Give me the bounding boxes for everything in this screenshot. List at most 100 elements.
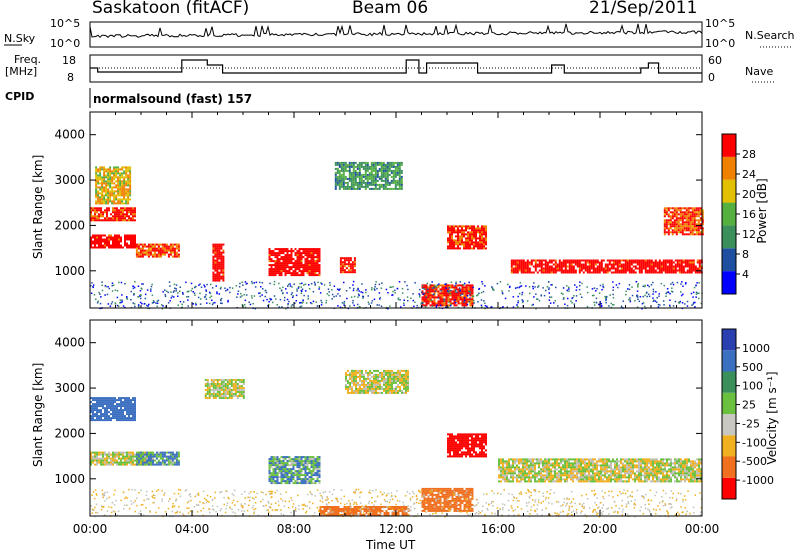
heatmap-cell xyxy=(471,233,473,236)
heatmap-cell xyxy=(175,284,178,286)
heatmap-cell xyxy=(455,282,457,285)
heatmap-cell xyxy=(455,235,457,238)
heatmap-cell xyxy=(349,371,351,374)
heatmap-cell xyxy=(127,194,130,197)
heatmap-cell xyxy=(300,460,303,463)
heatmap-cell xyxy=(557,305,559,307)
heatmap-cell xyxy=(102,407,104,410)
heatmap-cell xyxy=(600,305,603,307)
heatmap-cell xyxy=(120,236,122,239)
heatmap-cell xyxy=(106,401,108,404)
heatmap-cell xyxy=(118,417,120,420)
heatmap-cell xyxy=(156,300,158,303)
heatmap-cell xyxy=(112,411,114,414)
heatmap-cell xyxy=(602,285,604,288)
heatmap-cell xyxy=(103,198,106,201)
heatmap-cell xyxy=(348,169,351,172)
heatmap-cell xyxy=(367,389,369,392)
heatmap-cell xyxy=(210,283,212,286)
heatmap-cell xyxy=(126,461,128,464)
heatmap-cell xyxy=(371,383,373,386)
heatmap-cell xyxy=(362,179,365,182)
heatmap-cell xyxy=(116,244,118,247)
heatmap-cell xyxy=(668,261,671,264)
heatmap-cell xyxy=(389,286,391,288)
heatmap-cell xyxy=(394,187,397,190)
heatmap-cell xyxy=(139,451,142,454)
heatmap-cell xyxy=(104,409,106,412)
heatmap-cell xyxy=(268,256,271,259)
heatmap-cell xyxy=(380,179,383,182)
heatmap-cell xyxy=(608,305,610,307)
heatmap-cell xyxy=(675,233,678,236)
heatmap-cell xyxy=(216,245,219,248)
heatmap-cell xyxy=(425,296,427,298)
heatmap-cell xyxy=(365,387,367,390)
heatmap-cell xyxy=(662,265,665,268)
heatmap-cell xyxy=(122,451,124,454)
heatmap-cell xyxy=(626,269,629,272)
heatmap-cell xyxy=(681,281,683,283)
heatmap-cell xyxy=(372,175,375,178)
heatmap-cell xyxy=(445,306,447,309)
heatmap-cell xyxy=(560,263,563,266)
heatmap-cell xyxy=(150,288,152,290)
heatmap-cell xyxy=(126,236,128,239)
heatmap-cell xyxy=(268,274,271,277)
heatmap-cell xyxy=(165,290,168,292)
heatmap-cell xyxy=(226,397,229,399)
heatmap-cell xyxy=(436,284,439,286)
heatmap-cell xyxy=(222,269,225,272)
heatmap-cell xyxy=(149,247,152,250)
heatmap-cell xyxy=(173,296,175,298)
heatmap-cell xyxy=(129,176,132,179)
heatmap-cell xyxy=(272,460,275,463)
heatmap-cell xyxy=(429,286,432,289)
heatmap-cell xyxy=(373,381,375,384)
heatmap-cell xyxy=(132,397,134,400)
heatmap-cell xyxy=(171,249,174,252)
heatmap-cell xyxy=(107,176,110,179)
heatmap-cell xyxy=(346,169,349,172)
heatmap-cell xyxy=(349,383,351,386)
heatmap-cell xyxy=(648,261,651,264)
heatmap-cell xyxy=(90,285,92,287)
heatmap-cell xyxy=(665,219,668,222)
heatmap-cell xyxy=(568,271,571,274)
heatmap-cell xyxy=(308,284,310,286)
heatmap-cell xyxy=(351,261,354,264)
heatmap-cell xyxy=(289,285,292,287)
heatmap-cell xyxy=(361,383,363,386)
heatmap-cell xyxy=(394,169,397,172)
heatmap-cell xyxy=(151,457,154,460)
heatmap-cell xyxy=(403,304,405,306)
heatmap-cell xyxy=(102,413,104,416)
heatmap-cell xyxy=(367,373,369,376)
heatmap-cell xyxy=(443,300,446,302)
heatmap-cell xyxy=(412,299,414,302)
heatmap-cell xyxy=(127,198,130,201)
heatmap-cell xyxy=(230,391,233,393)
heatmap-cell xyxy=(216,277,219,280)
heatmap-cell xyxy=(112,284,115,286)
heatmap-cell xyxy=(132,417,134,420)
heatmap-cell xyxy=(121,190,124,193)
heatmap-cell xyxy=(485,235,487,238)
heatmap-cell xyxy=(674,300,677,303)
heatmap-cell xyxy=(628,288,631,291)
heatmap-cell xyxy=(517,301,519,304)
heatmap-cell xyxy=(228,393,231,395)
heatmap-cell xyxy=(457,290,460,293)
heatmap-cell xyxy=(399,299,401,301)
heatmap-cell xyxy=(306,250,309,253)
heatmap-cell xyxy=(204,383,207,385)
heatmap-cell xyxy=(292,460,295,463)
heatmap-cell xyxy=(100,413,102,416)
heatmap-cell xyxy=(388,183,391,186)
heatmap-cell xyxy=(130,219,132,222)
heatmap-cell xyxy=(276,460,279,463)
heatmap-cell xyxy=(364,185,367,188)
heatmap-cell xyxy=(244,281,247,283)
heatmap-cell xyxy=(296,260,299,263)
heatmap-cell xyxy=(526,300,529,302)
